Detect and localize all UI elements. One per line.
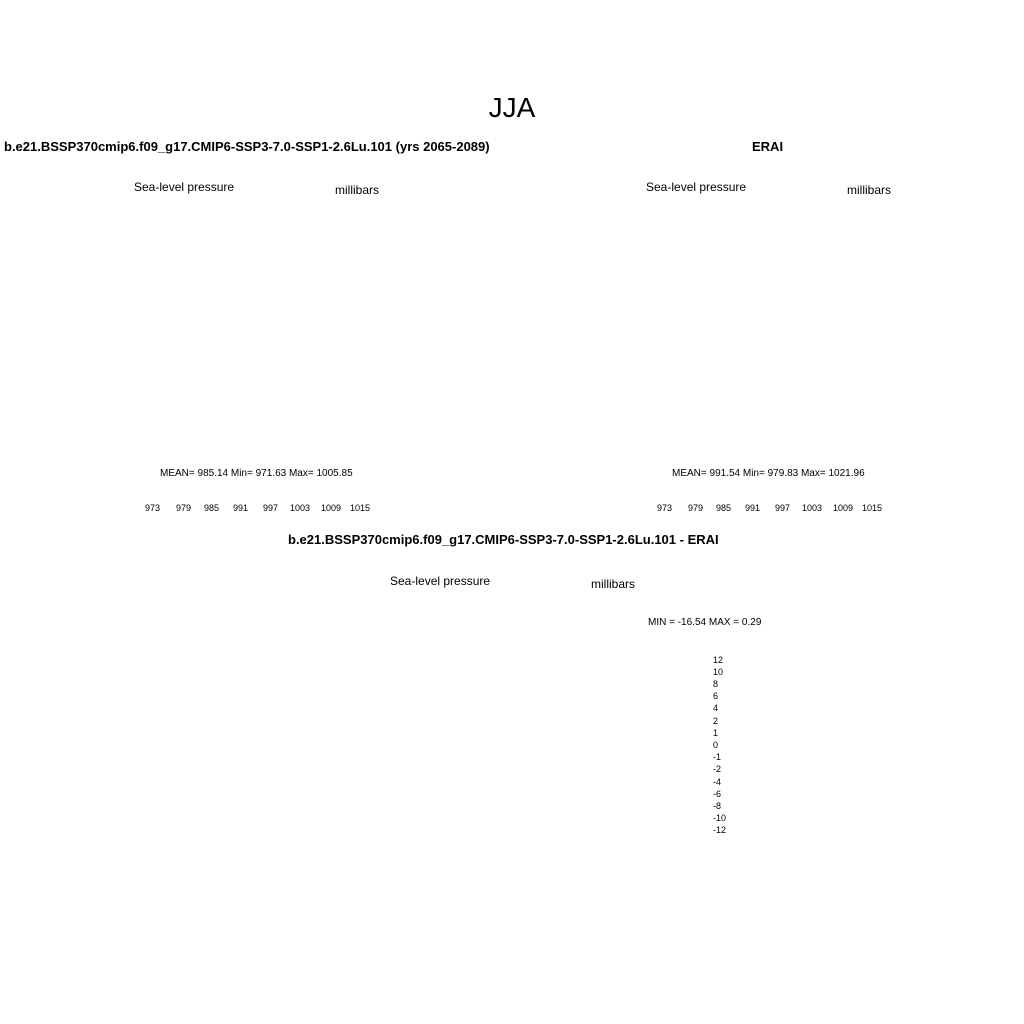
model-colorbar-swatch — [294, 485, 311, 499]
obs-variable-label: Sea-level pressure — [646, 180, 747, 194]
model-colorbar-swatch — [357, 485, 374, 499]
obs-colorbar-swatch — [806, 485, 823, 499]
diff-colorbar-swatch — [686, 738, 708, 753]
model-colorbar-tick: 1003 — [290, 503, 311, 513]
obs-colorbar-swatch — [696, 485, 714, 499]
diff-colorbar-swatch — [686, 673, 708, 688]
diff-colorbar-tick: 2 — [713, 716, 719, 726]
diff-colorbar-tick: -6 — [713, 789, 722, 799]
diff-colorbar-tick: 8 — [713, 679, 719, 689]
diff-variable-label: Sea-level pressure — [390, 574, 491, 588]
diff-colorbar-swatch — [686, 790, 708, 805]
diff-colorbar-swatch — [686, 699, 708, 714]
model-colorbar-swatch — [310, 485, 327, 499]
diff-colorbar-swatch — [686, 803, 708, 818]
model-colorbar-tick: 1015 — [350, 503, 371, 513]
model-colorbar-tick: 973 — [145, 503, 161, 513]
obs-colorbar-tick: 973 — [657, 503, 673, 513]
model-panel-title: b.e21.BSSP370cmip6.f09_g17.CMIP6-SSP3-7.… — [4, 139, 490, 154]
diff-colorbar-tick: 6 — [713, 691, 719, 701]
diff-colorbar-tick: -12 — [713, 825, 727, 835]
obs-colorbar-tick: 985 — [716, 503, 732, 513]
diff-colorbar-swatch — [686, 751, 708, 766]
diff-colorbar-tick: -1 — [713, 752, 722, 762]
diff-units-label: millibars — [591, 577, 636, 591]
model-colorbar-swatch — [137, 485, 154, 499]
obs-colorbar — [649, 485, 886, 499]
model-colorbar-swatch — [200, 485, 217, 499]
figure-title: JJA — [488, 92, 536, 123]
diff-colorbar-tick: 1 — [713, 728, 719, 738]
diff-colorbar-tick: -4 — [713, 777, 722, 787]
obs-colorbar-swatch — [649, 485, 666, 499]
obs-colorbar-swatch — [712, 485, 729, 499]
obs-colorbar-tick: 979 — [688, 503, 704, 513]
model-colorbar-tick: 997 — [263, 503, 279, 513]
diff-colorbar-tick: 0 — [713, 740, 719, 750]
obs-colorbar-swatch — [728, 485, 745, 499]
diff-colorbar-swatch — [686, 686, 708, 701]
obs-colorbar-swatch — [681, 485, 698, 499]
model-colorbar-swatch — [184, 485, 202, 499]
model-colorbar-swatch — [153, 485, 170, 499]
diff-colorbar-swatch — [686, 725, 708, 740]
model-stats: MEAN= 985.14 Min= 971.63 Max= 1005.85 — [160, 468, 353, 479]
obs-panel-title: ERAI — [752, 139, 784, 154]
diff-colorbar — [686, 647, 708, 844]
obs-colorbar-tick: 1015 — [862, 503, 883, 513]
obs-colorbar-swatch — [775, 485, 792, 499]
obs-colorbar-swatch — [869, 485, 886, 499]
obs-polar-map — [646, 208, 890, 452]
diff-colorbar-tick: -8 — [713, 801, 722, 811]
obs-colorbar-swatch — [822, 485, 839, 499]
diff-colorbar-swatch — [686, 712, 708, 727]
diff-stats: MIN = -16.54 MAX = 0.29 — [648, 617, 762, 628]
model-colorbar-swatch — [216, 485, 233, 499]
diff-colorbar-tick: 4 — [713, 703, 719, 713]
obs-colorbar-tick: 1009 — [833, 503, 854, 513]
diff-colorbar-swatch — [686, 647, 708, 662]
obs-colorbar-swatch — [743, 485, 761, 499]
diff-colorbar-tick: 12 — [713, 655, 724, 665]
diff-colorbar-tick: 10 — [713, 667, 724, 677]
diff-colorbar-swatch — [686, 829, 708, 844]
diff-colorbar-swatch — [686, 660, 708, 675]
diff-colorbar-tick: -2 — [713, 764, 722, 774]
diff-colorbar-tick: -10 — [713, 813, 727, 823]
diff-colorbar-swatch — [686, 816, 708, 831]
model-colorbar-swatch — [278, 485, 296, 499]
model-colorbar-swatch — [247, 485, 264, 499]
model-colorbar-tick: 985 — [204, 503, 220, 513]
diff-polar-map — [390, 601, 634, 845]
model-colorbar-swatch — [263, 485, 280, 499]
model-colorbar-tick: 1009 — [321, 503, 342, 513]
diff-colorbar-swatch — [686, 777, 708, 792]
model-colorbar — [137, 485, 374, 499]
model-variable-label: Sea-level pressure — [134, 180, 235, 194]
obs-colorbar-swatch — [790, 485, 808, 499]
model-colorbar-tick: 979 — [176, 503, 192, 513]
obs-colorbar-swatch — [838, 485, 855, 499]
obs-colorbar-tick: 997 — [775, 503, 791, 513]
obs-colorbar-swatch — [759, 485, 776, 499]
model-units-label: millibars — [335, 183, 380, 197]
obs-colorbar-swatch — [853, 485, 871, 499]
obs-colorbar-tick: 991 — [745, 503, 761, 513]
model-colorbar-swatch — [169, 485, 186, 499]
model-colorbar-swatch — [326, 485, 343, 499]
obs-colorbar-swatch — [665, 485, 682, 499]
obs-stats: MEAN= 991.54 Min= 979.83 Max= 1021.96 — [672, 468, 865, 479]
diff-colorbar-swatch — [686, 764, 708, 779]
model-polar-map — [134, 208, 378, 452]
obs-units-label: millibars — [847, 183, 892, 197]
model-colorbar-swatch — [231, 485, 249, 499]
diff-panel-title: b.e21.BSSP370cmip6.f09_g17.CMIP6-SSP3-7.… — [288, 532, 719, 547]
model-colorbar-swatch — [341, 485, 359, 499]
obs-colorbar-tick: 1003 — [802, 503, 823, 513]
model-colorbar-tick: 991 — [233, 503, 249, 513]
